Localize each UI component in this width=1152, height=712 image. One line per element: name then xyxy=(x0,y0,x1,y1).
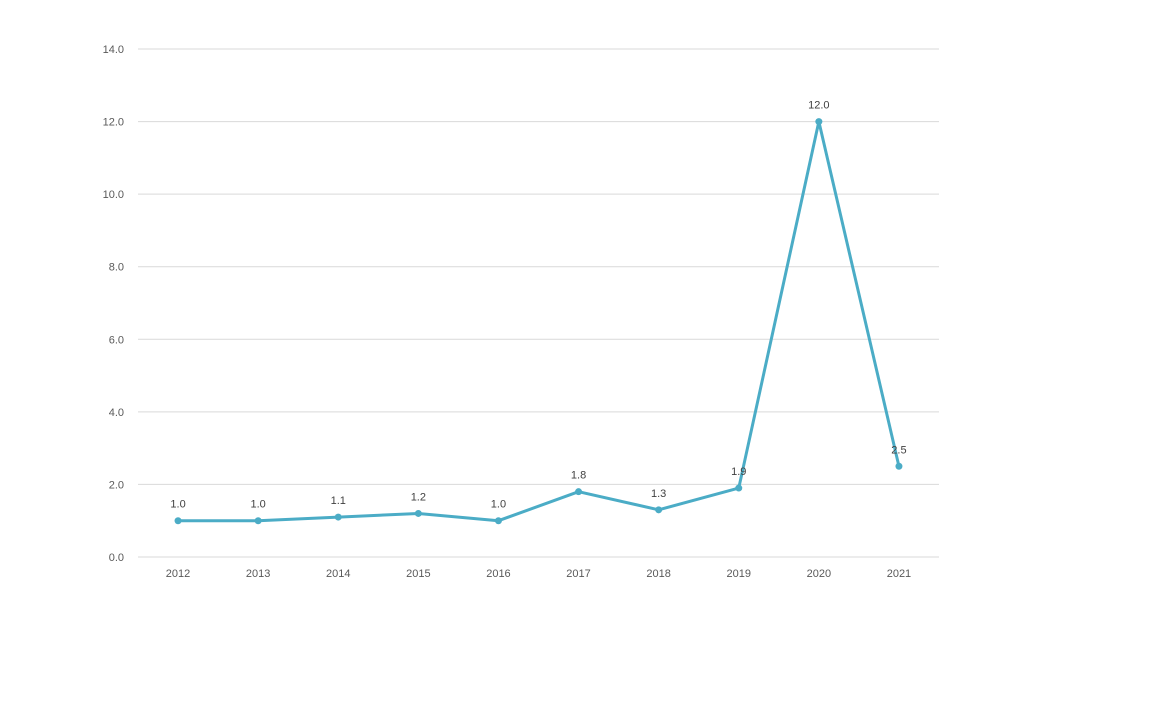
data-point xyxy=(174,517,182,525)
y-tick-label: 14.0 xyxy=(103,44,124,56)
data-points xyxy=(174,118,903,525)
x-tick-label: 2020 xyxy=(807,568,831,580)
data-point xyxy=(414,509,422,517)
data-label: 1.9 xyxy=(731,466,746,478)
y-tick-label: 12.0 xyxy=(103,117,124,129)
x-tick-label: 2013 xyxy=(246,568,270,580)
series-line-path xyxy=(176,120,901,523)
x-tick-label: 2017 xyxy=(566,568,590,580)
x-axis-tick-labels: 2012 2013 2014 2015 2016 2017 2018 2019 2020 2021 xyxy=(166,568,911,580)
data-point xyxy=(655,506,663,514)
data-point xyxy=(895,462,903,470)
data-label: 1.0 xyxy=(251,499,266,511)
series-line xyxy=(176,120,901,523)
data-point xyxy=(254,517,262,525)
x-tick-label: 2015 xyxy=(406,568,430,580)
y-axis-tick-labels: 0.0 2.0 4.0 6.0 8.0 10.0 12.0 14.0 xyxy=(103,44,124,564)
data-label: 1.1 xyxy=(331,495,346,507)
data-label: 1.0 xyxy=(491,499,506,511)
x-tick-label: 2016 xyxy=(486,568,510,580)
gridlines xyxy=(138,48,939,558)
y-tick-label: 4.0 xyxy=(109,407,124,419)
y-tick-label: 0.0 xyxy=(109,552,124,564)
x-tick-label: 2018 xyxy=(646,568,670,580)
x-tick-label: 2014 xyxy=(326,568,350,580)
data-label: 1.2 xyxy=(411,491,426,503)
data-label: 12.0 xyxy=(808,100,829,112)
data-label: 2.5 xyxy=(891,444,906,456)
data-label: 1.0 xyxy=(170,499,185,511)
data-label: 1.8 xyxy=(571,470,586,482)
data-point xyxy=(494,517,502,525)
y-tick-label: 8.0 xyxy=(109,262,124,274)
data-point xyxy=(815,118,823,126)
y-tick-label: 2.0 xyxy=(109,479,124,491)
data-point xyxy=(334,513,342,521)
data-point xyxy=(575,488,583,496)
x-tick-label: 2019 xyxy=(727,568,751,580)
data-labels: 1.0 1.0 1.1 1.2 1.0 1.8 1.3 1.9 12.0 2.5 xyxy=(170,100,906,511)
y-tick-label: 6.0 xyxy=(109,334,124,346)
y-tick-label: 10.0 xyxy=(103,189,124,201)
x-tick-label: 2012 xyxy=(166,568,190,580)
data-label: 1.3 xyxy=(651,488,666,500)
data-point xyxy=(735,484,743,492)
x-tick-label: 2021 xyxy=(887,568,911,580)
